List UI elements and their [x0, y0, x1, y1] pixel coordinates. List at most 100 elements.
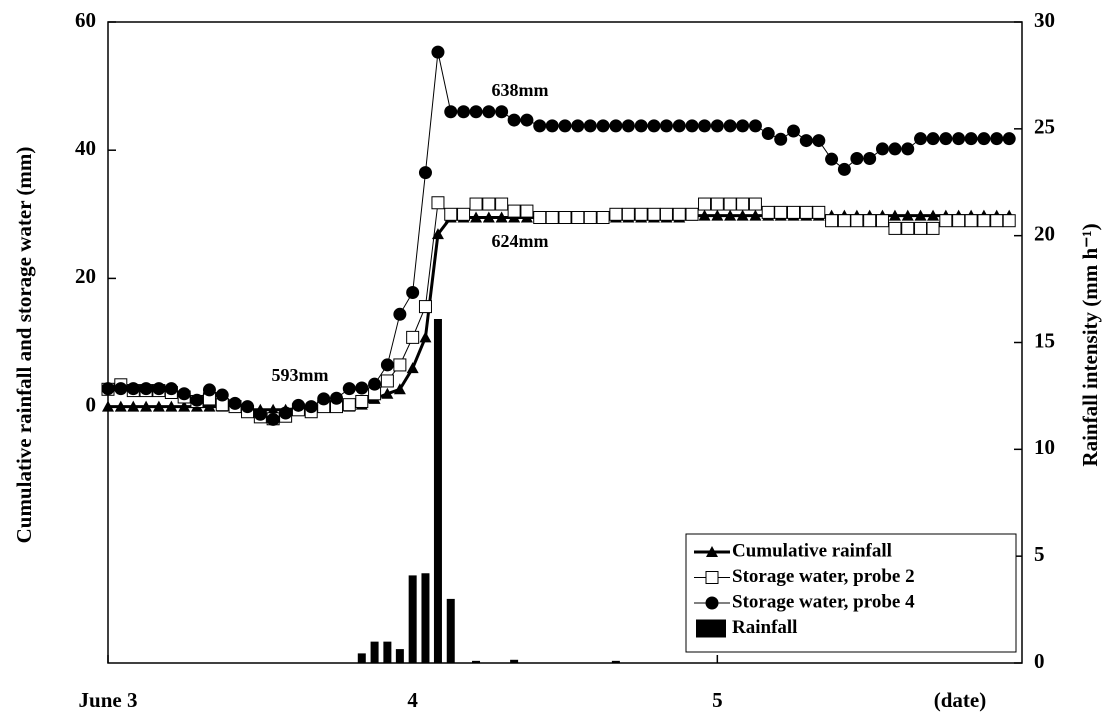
circle-marker [875, 142, 889, 156]
square-marker [698, 197, 712, 211]
circle-marker [177, 387, 191, 401]
triangle-marker [431, 228, 444, 240]
circle-marker [520, 113, 534, 127]
rain-bar [472, 660, 481, 663]
circle-marker [964, 132, 978, 146]
square-marker [761, 205, 775, 219]
triangle-marker [393, 383, 406, 395]
legend-label: Rainfall [732, 617, 797, 638]
annotation: 638mm [492, 80, 549, 100]
square-marker [457, 207, 471, 221]
circle-marker [253, 407, 267, 421]
rain-bar [510, 659, 519, 663]
triangle-marker [178, 400, 191, 412]
triangle-marker [203, 400, 216, 412]
square-marker [418, 300, 432, 314]
square-marker [355, 394, 369, 408]
square-marker [914, 221, 928, 235]
square-marker [380, 374, 394, 388]
square-marker [558, 211, 572, 225]
circle-marker [533, 119, 547, 133]
circle-marker [190, 393, 204, 407]
circle-marker [431, 45, 445, 59]
circle-marker [914, 132, 928, 146]
y2-tick-label: 15 [1034, 328, 1055, 352]
square-marker [545, 211, 559, 225]
circle-marker [799, 134, 813, 148]
circle-marker [647, 119, 661, 133]
marker-group [101, 196, 1016, 426]
rain-bar [611, 660, 620, 663]
circle-marker [342, 382, 356, 396]
circle-marker [850, 152, 864, 166]
triangle-marker [140, 400, 153, 412]
circle-marker [990, 132, 1004, 146]
square-marker [507, 204, 521, 218]
legend-label: Cumulative rainfall [732, 540, 892, 561]
circle-marker [393, 307, 407, 321]
legend-marker [705, 571, 719, 584]
circle-marker [482, 105, 496, 119]
series-line [108, 52, 1010, 420]
square-marker [659, 207, 673, 221]
square-marker [863, 214, 877, 228]
square-marker [850, 214, 864, 228]
marker-group [101, 45, 1016, 426]
circle-marker [304, 400, 318, 414]
triangle-marker [711, 209, 724, 221]
circle-marker [825, 152, 839, 166]
square-marker [812, 205, 826, 219]
circle-marker [545, 119, 559, 133]
square-marker [621, 207, 635, 221]
circle-marker [723, 119, 737, 133]
rain-bar [433, 318, 442, 663]
circle-marker [748, 119, 762, 133]
rain-bar [383, 641, 392, 663]
circle-marker [596, 119, 610, 133]
rain-bar [370, 641, 379, 663]
triangle-marker [267, 403, 280, 415]
y-axis-label: Cumulative rainfall and storage water (m… [12, 147, 36, 544]
square-marker [520, 204, 534, 218]
square-marker [482, 197, 496, 211]
rain-bar [446, 598, 455, 663]
circle-marker [228, 396, 242, 410]
square-marker [723, 197, 737, 211]
circle-marker [761, 127, 775, 141]
x-tick-label: 5 [712, 688, 723, 712]
square-marker [1002, 214, 1016, 228]
circle-marker [355, 381, 369, 395]
circle-marker [901, 142, 915, 156]
circle-marker [926, 132, 940, 146]
triangle-marker [152, 400, 165, 412]
rain-bar [357, 653, 366, 663]
circle-marker [685, 119, 699, 133]
y2-tick-label: 10 [1034, 435, 1055, 459]
circle-marker [444, 105, 458, 119]
circle-marker [126, 382, 140, 396]
square-marker [583, 211, 597, 225]
square-marker [952, 214, 966, 228]
circle-marker [507, 113, 521, 127]
square-marker [837, 214, 851, 228]
triangle-marker [114, 400, 127, 412]
triangle-marker [724, 209, 737, 221]
triangle-marker [406, 362, 419, 374]
square-marker [596, 211, 610, 225]
triangle-marker [102, 400, 114, 412]
square-marker [926, 221, 940, 235]
circle-marker [241, 400, 255, 414]
circle-marker [977, 132, 991, 146]
legend-swatch [696, 619, 726, 638]
triangle-marker [736, 209, 749, 221]
square-marker [571, 211, 585, 225]
triangle-marker [888, 209, 901, 221]
x-tick-label: 4 [407, 688, 418, 712]
legend-item: Rainfall [696, 617, 797, 638]
circle-marker [317, 392, 331, 406]
square-marker [977, 214, 991, 228]
circle-marker [698, 119, 712, 133]
y2-tick-label: 20 [1034, 221, 1055, 245]
circle-marker [202, 383, 216, 397]
triangle-marker [914, 209, 927, 221]
